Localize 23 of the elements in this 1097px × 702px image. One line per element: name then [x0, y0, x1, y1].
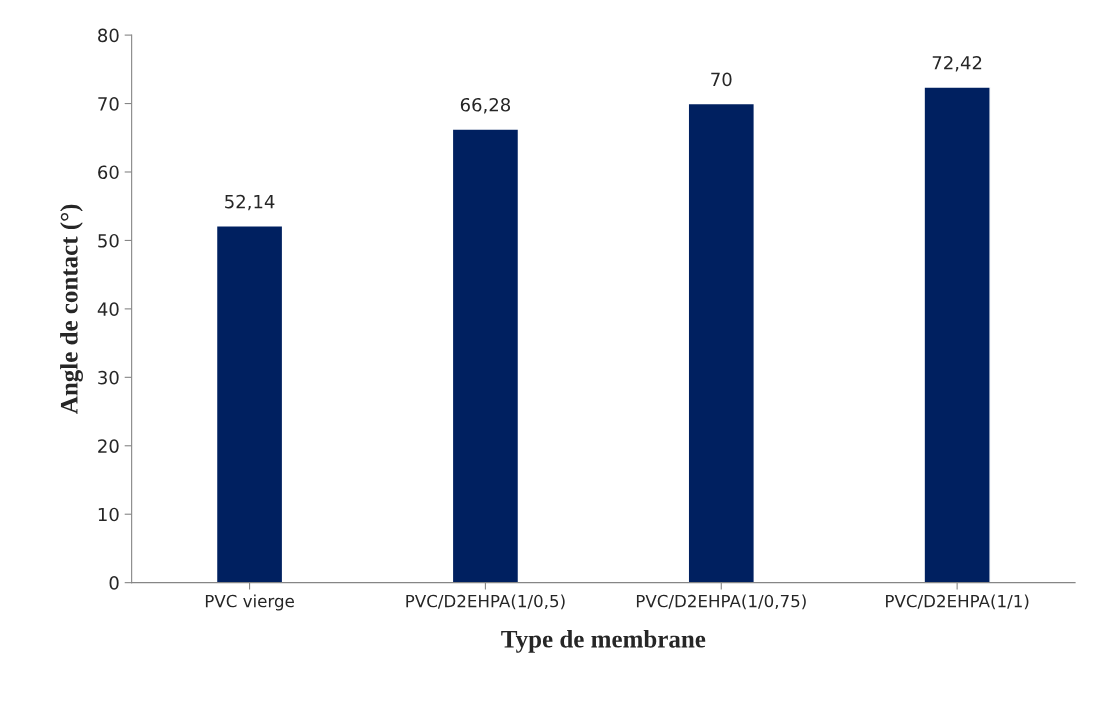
- bar: [215, 225, 284, 583]
- y-tick-label: 0: [109, 576, 119, 590]
- y-tick-label: 40: [97, 302, 119, 316]
- y-tick-label: 60: [98, 165, 119, 180]
- y-tick-label: 80: [98, 28, 119, 43]
- x-tick-label: PVC/D2EHPA(1/0,75): [636, 594, 806, 610]
- y-tick-label: 70: [98, 97, 119, 111]
- x-tick-label: PVC/D2EHPA(1/1): [886, 594, 1029, 610]
- bar: [451, 128, 520, 583]
- y-tick-label: 30: [98, 370, 119, 385]
- data-label: 66,28: [460, 97, 511, 114]
- x-axis-title: Type de membrane: [501, 630, 706, 653]
- bar: [687, 102, 755, 583]
- y-tick-label: 20: [98, 439, 119, 453]
- y-tick-label: 50: [98, 233, 119, 248]
- y-axis-title: Angle de contact (°): [60, 204, 83, 414]
- x-tick-label: PVC/D2EHPA(1/0,5): [406, 594, 565, 610]
- bar: [923, 86, 991, 583]
- x-tick-label: PVC vierge: [205, 594, 294, 611]
- data-label: 70: [711, 72, 732, 87]
- data-label: 52,14: [225, 194, 275, 211]
- y-tick-label: 10: [98, 507, 119, 522]
- data-label: 72,42: [932, 55, 982, 72]
